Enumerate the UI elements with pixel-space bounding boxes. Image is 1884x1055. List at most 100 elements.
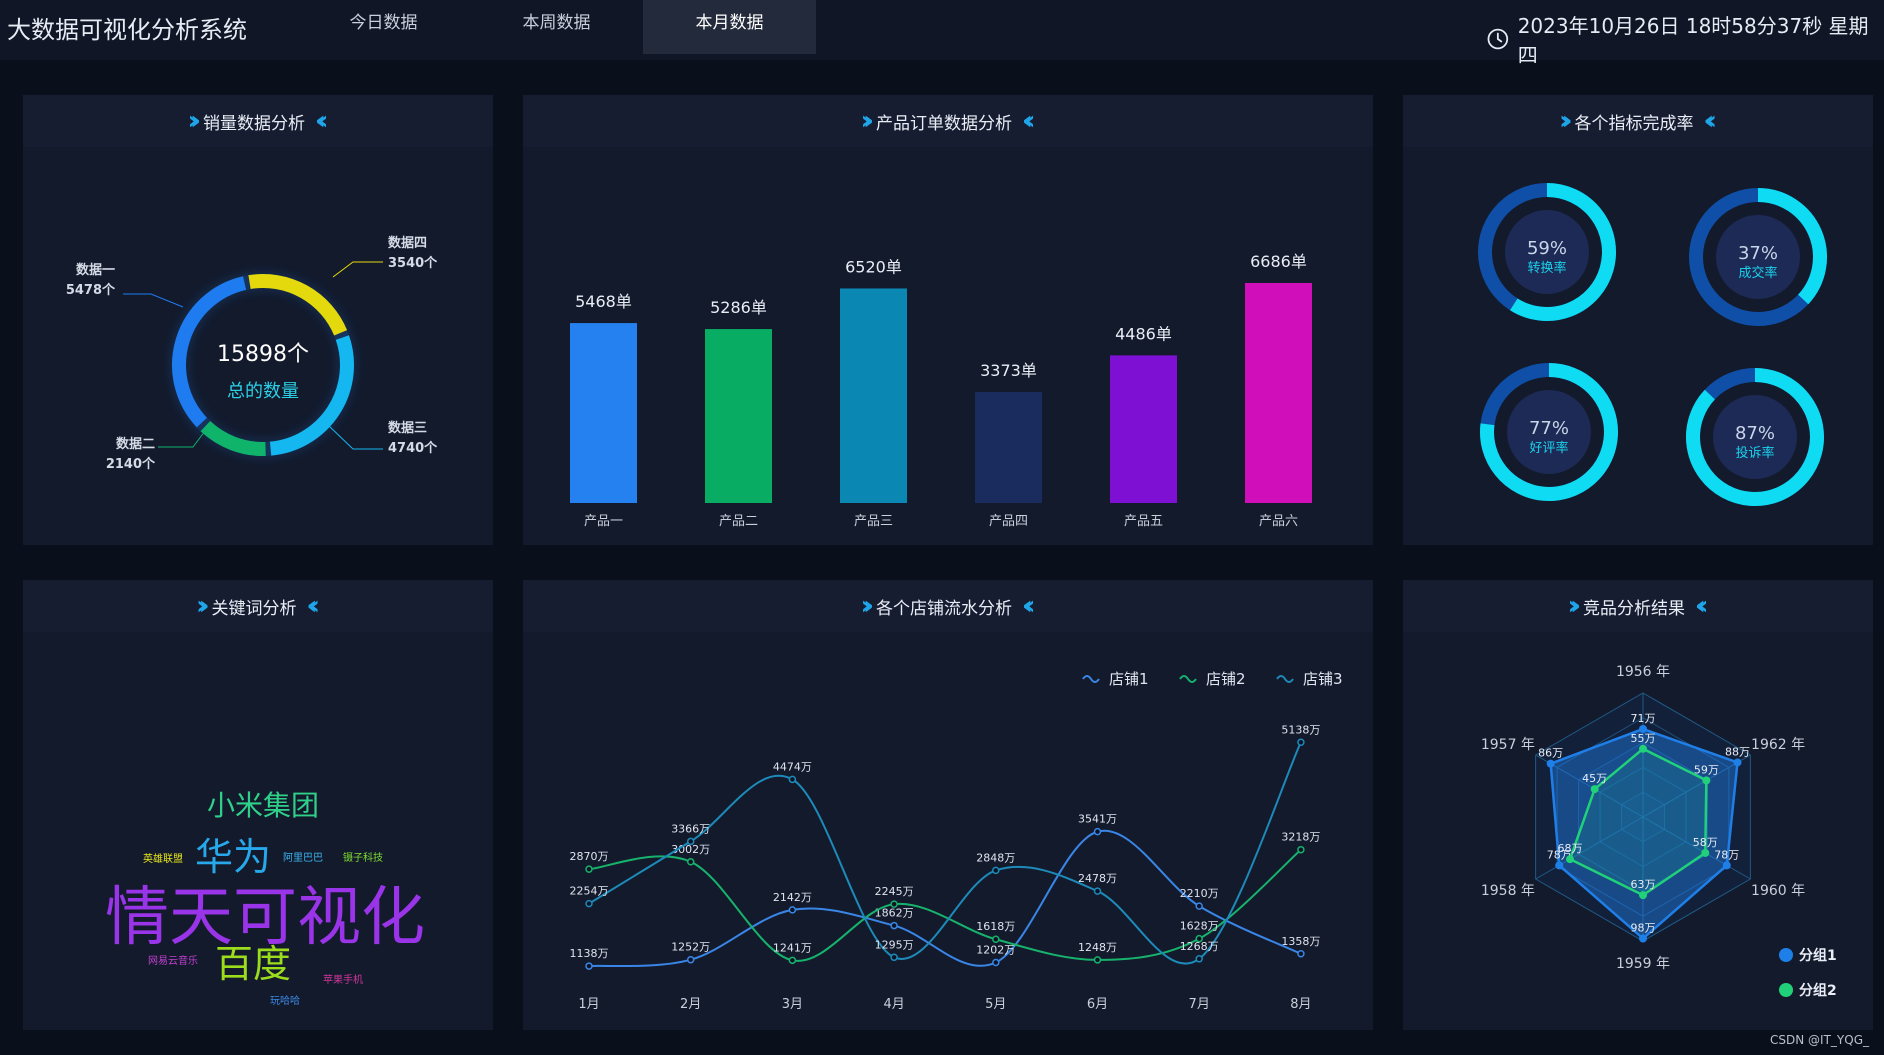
kpi-panel: ›› 各个指标完成率 ‹‹ 59% 转换率 37% 成交率 77% 好评率 87% 投诉率: [1403, 95, 1873, 545]
radar-point[interactable]: [1639, 744, 1647, 753]
line-point[interactable]: [585, 899, 593, 908]
radar-point-label: 88万: [1725, 745, 1750, 758]
bar-1[interactable]: [570, 323, 637, 503]
x-axis-label: 6月: [1087, 997, 1108, 1012]
line-point[interactable]: [686, 858, 695, 866]
radar-point[interactable]: [1639, 891, 1647, 900]
compete-panel-header: ›› 竞品分析结果 ‹‹: [1403, 580, 1873, 632]
radar-point-label: 45万: [1582, 772, 1607, 785]
donut-total-label: 总的数量: [227, 381, 299, 402]
radar-point[interactable]: [1639, 724, 1647, 733]
bar-value-label: 4486单: [1115, 324, 1172, 343]
line-point[interactable]: [686, 837, 695, 846]
legend-label-store3[interactable]: 店铺3: [1303, 670, 1343, 688]
tab-today[interactable]: 今日数据: [349, 13, 418, 33]
radar-legend-label-group2[interactable]: 分组2: [1799, 982, 1837, 999]
radar-point[interactable]: [1733, 758, 1742, 767]
line-point[interactable]: [1297, 845, 1305, 854]
kpi-ring-center: [1505, 210, 1589, 294]
line-point[interactable]: [1093, 956, 1102, 964]
chevron-right-icon: ››: [1567, 591, 1582, 621]
legend-label-store2[interactable]: 店铺2: [1206, 670, 1246, 688]
chevron-right-icon: ››: [187, 106, 202, 136]
x-axis-label: 4月: [883, 997, 904, 1012]
radar-point[interactable]: [1590, 785, 1599, 794]
donut-segment-3[interactable]: [269, 335, 354, 456]
keyword-cloud: 小米集团 英雄联盟 华为 阿里巴巴 镊子科技 情天可视化 网易云音乐 百度 苹果…: [105, 789, 425, 1007]
radar-legend-label-group1[interactable]: 分组1: [1799, 947, 1837, 964]
line-point[interactable]: [1195, 955, 1203, 963]
line-point[interactable]: [890, 921, 898, 930]
radar-point[interactable]: [1701, 848, 1710, 857]
radar-point[interactable]: [1555, 861, 1564, 870]
leader-line-data4: [332, 261, 383, 278]
radar-point-label: 86万: [1538, 747, 1563, 760]
line-point[interactable]: [890, 900, 898, 908]
segment-label-data3-value: 4740个: [388, 440, 438, 456]
line-point[interactable]: [992, 866, 1000, 875]
line-point[interactable]: [890, 953, 898, 962]
orders-panel-title: 产品订单数据分析: [876, 113, 1012, 134]
radar-indicator-label: 1959 年: [1616, 956, 1670, 972]
kpi-label: 好评率: [1529, 440, 1568, 456]
bar-4[interactable]: [975, 392, 1042, 503]
radar-point[interactable]: [1565, 855, 1574, 864]
compete-radar-chart: 1956 年 1962 年 1960 年 1959 年 1958 年 1957 年 71万 8…: [1481, 664, 1837, 999]
stores-panel-title: 各个店铺流水分析: [876, 598, 1012, 619]
datetime-display: 2023年10月26日 18时58分37秒 星期四: [1486, 10, 1884, 68]
radar-point[interactable]: [1546, 759, 1555, 768]
bar-category-label: 产品四: [989, 514, 1028, 529]
line-point-label: 2870万: [570, 850, 609, 863]
donut-segment-4[interactable]: [200, 420, 266, 456]
app-title: 大数据可视化分析系统: [7, 16, 247, 44]
line-point[interactable]: [1195, 934, 1203, 943]
line-point-label: 1618万: [976, 920, 1015, 933]
line-point-label: 1268万: [1180, 940, 1219, 953]
line-point[interactable]: [585, 865, 593, 873]
radar-legend-dot: [1779, 948, 1793, 962]
line-point[interactable]: [788, 906, 797, 914]
keyword-lol: 英雄联盟: [143, 852, 183, 865]
legend-wave-icon: [1276, 675, 1294, 683]
bar-5[interactable]: [1110, 355, 1177, 503]
line-point-label: 1248万: [1078, 941, 1117, 954]
line-point[interactable]: [992, 958, 1000, 967]
line-point[interactable]: [1093, 827, 1102, 836]
bar-6[interactable]: [1245, 283, 1312, 503]
line-point[interactable]: [1195, 902, 1203, 910]
radar-point[interactable]: [1639, 934, 1647, 943]
legend-label-store1[interactable]: 店铺1: [1109, 670, 1149, 688]
line-point[interactable]: [992, 935, 1000, 943]
radar-point-label: 58万: [1693, 836, 1718, 849]
kpi-label: 转换率: [1527, 260, 1566, 276]
line-point[interactable]: [788, 775, 797, 784]
radar-point[interactable]: [1702, 776, 1711, 785]
line-point[interactable]: [585, 962, 593, 970]
x-axis-label: 3月: [782, 997, 803, 1012]
sales-panel-title: 销量数据分析: [203, 113, 305, 134]
radar-indicator-label: 1958 年: [1481, 883, 1535, 899]
line-series-store1[interactable]: [588, 829, 1302, 968]
donut-segment-1[interactable]: [172, 276, 247, 428]
compete-panel: ›› 竞品分析结果 ‹‹ 1956 年 1962 年 1960 年 1959 年 195…: [1403, 580, 1873, 1030]
stores-panel: ›› 各个店铺流水分析 ‹‹ 店铺1 店铺2 店铺3 1138万 1252万 2142万 1…: [523, 580, 1373, 1030]
chevron-left-icon: ‹‹: [315, 106, 329, 136]
kpi-percent: 87%: [1735, 423, 1775, 444]
tab-week[interactable]: 本周数据: [522, 13, 591, 33]
line-point[interactable]: [1297, 950, 1305, 958]
line-point[interactable]: [1093, 887, 1102, 895]
tab-month[interactable]: 本月数据: [643, 0, 816, 54]
line-point-label: 1241万: [773, 941, 812, 954]
line-point[interactable]: [788, 956, 797, 965]
radar-indicator-label: 1962 年: [1751, 737, 1805, 753]
line-series-store2[interactable]: [588, 848, 1302, 962]
line-point[interactable]: [1297, 738, 1305, 747]
donut-segment-2[interactable]: [248, 274, 348, 336]
radar-point-label: 63万: [1631, 878, 1656, 891]
radar-point[interactable]: [1722, 861, 1731, 870]
bar-2[interactable]: [705, 329, 772, 503]
bar-value-label: 3373单: [980, 361, 1037, 380]
bar-3[interactable]: [840, 288, 907, 503]
kpi-ring-progress: [1510, 183, 1616, 321]
line-point[interactable]: [686, 955, 695, 964]
